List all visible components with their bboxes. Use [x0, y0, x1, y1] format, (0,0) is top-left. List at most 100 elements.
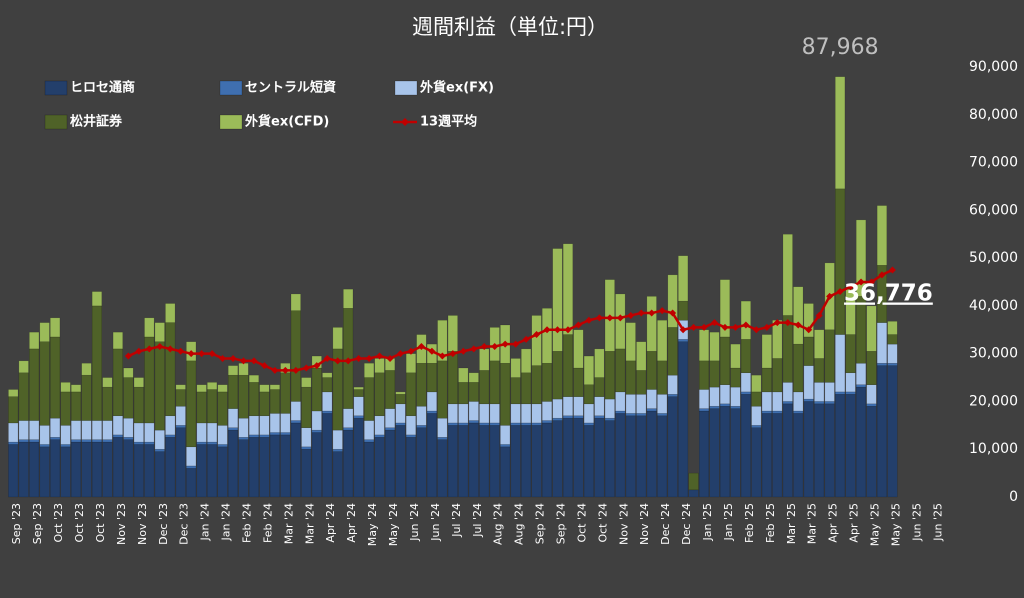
- x-tick-label: Jan '24: [199, 503, 212, 541]
- bar-segment: [458, 422, 469, 426]
- bar-segment: [238, 417, 249, 438]
- bar-segment: [866, 405, 877, 498]
- bar-segment: [887, 362, 898, 366]
- average-marker: [752, 326, 760, 334]
- bar-segment: [636, 370, 647, 395]
- bar-segment: [102, 377, 113, 388]
- bar-segment: [123, 439, 134, 498]
- average-marker: [888, 266, 896, 274]
- bar-segment: [8, 389, 19, 397]
- x-tick-label: Oct '24: [596, 503, 609, 543]
- bar-segment: [144, 422, 155, 443]
- bar-segment: [604, 351, 615, 400]
- bar-segment: [678, 255, 689, 302]
- x-tick-label: May '24: [366, 503, 379, 546]
- bar-segment: [562, 415, 574, 419]
- bar-segment: [876, 322, 888, 364]
- bar-segment: [458, 382, 469, 405]
- bar-segment: [552, 398, 563, 419]
- bar-segment: [301, 427, 312, 448]
- x-tick-label: Apr '25: [848, 503, 861, 543]
- bar-segment: [667, 396, 678, 498]
- bar-segment: [740, 300, 751, 340]
- bar-segment: [667, 394, 678, 397]
- bar-segment: [112, 434, 123, 438]
- bar-segment: [238, 437, 249, 440]
- bar-segment: [343, 408, 354, 428]
- bar-segment: [217, 446, 228, 498]
- bar-segment: [824, 329, 835, 383]
- bar-segment: [709, 386, 720, 407]
- average-marker: [564, 326, 572, 334]
- bar-segment: [91, 305, 103, 421]
- bar-segment: [384, 408, 396, 428]
- bar-segment: [803, 365, 814, 400]
- x-tick-label: Jun '24: [429, 503, 442, 542]
- bar-segment: [405, 372, 417, 417]
- bar-segment: [573, 415, 584, 419]
- bar-segment: [740, 372, 751, 393]
- bar-segment: [39, 446, 50, 498]
- bar-segment: [290, 420, 301, 424]
- average-marker: [323, 354, 331, 362]
- bar-segment: [803, 303, 814, 338]
- x-tick-label: Mar '24: [282, 503, 295, 544]
- bar-segment: [709, 331, 720, 362]
- bar-segment: [730, 367, 741, 388]
- x-tick-label: Mar '24: [303, 503, 316, 544]
- average-marker: [742, 321, 750, 329]
- bar-segment: [479, 422, 490, 426]
- bar-segment: [562, 243, 574, 335]
- bar-segment: [123, 377, 134, 419]
- bar-segment: [332, 448, 343, 452]
- bar-segment: [730, 386, 741, 407]
- average-marker: [292, 366, 300, 374]
- bar-segment: [29, 331, 40, 350]
- average-marker: [543, 326, 551, 334]
- bar-segment: [510, 422, 521, 426]
- bar-segment: [39, 322, 50, 342]
- bar-segment: [583, 422, 594, 426]
- x-tick-label: Mar '25: [806, 503, 819, 544]
- bar-segment: [384, 429, 396, 498]
- average-marker: [585, 316, 593, 324]
- bar-segment: [60, 425, 71, 445]
- bar-segment: [165, 322, 176, 417]
- bar-segment: [855, 386, 867, 498]
- bar-segment: [301, 386, 312, 428]
- bar-segment: [405, 437, 417, 498]
- bar-segment: [227, 429, 239, 498]
- bar-segment: [657, 319, 668, 362]
- average-marker: [826, 292, 834, 300]
- bar-segment: [458, 403, 469, 424]
- bar-segment: [207, 389, 218, 424]
- bar-segment: [311, 367, 322, 412]
- x-tick-label: Sep '24: [555, 503, 568, 544]
- bar-segment: [322, 372, 333, 378]
- bar-segment: [322, 377, 333, 393]
- bar-segment: [814, 329, 825, 359]
- bar-segment: [186, 360, 197, 448]
- bar-segment: [667, 274, 678, 328]
- bar-segment: [625, 394, 636, 414]
- bar-segment: [594, 348, 605, 378]
- bar-segment: [207, 441, 218, 445]
- bar-segment: [39, 341, 50, 426]
- average-marker: [522, 335, 530, 343]
- bar-segment: [102, 386, 113, 421]
- bar-segment: [447, 403, 458, 424]
- y-tick-label: 90,000: [969, 59, 1018, 75]
- bar-segment: [290, 422, 301, 498]
- bar-segment: [636, 413, 647, 417]
- average-marker: [313, 362, 321, 370]
- bar-segment: [772, 413, 783, 498]
- bar-segment: [615, 413, 626, 498]
- bar-segment: [719, 279, 731, 338]
- bar-segment: [510, 358, 521, 378]
- bar-segment: [845, 394, 856, 498]
- average-marker: [690, 323, 698, 331]
- bar-segment: [29, 420, 40, 440]
- bar-segment: [175, 425, 186, 428]
- bar-segment: [782, 233, 793, 316]
- bar-segment: [761, 367, 772, 393]
